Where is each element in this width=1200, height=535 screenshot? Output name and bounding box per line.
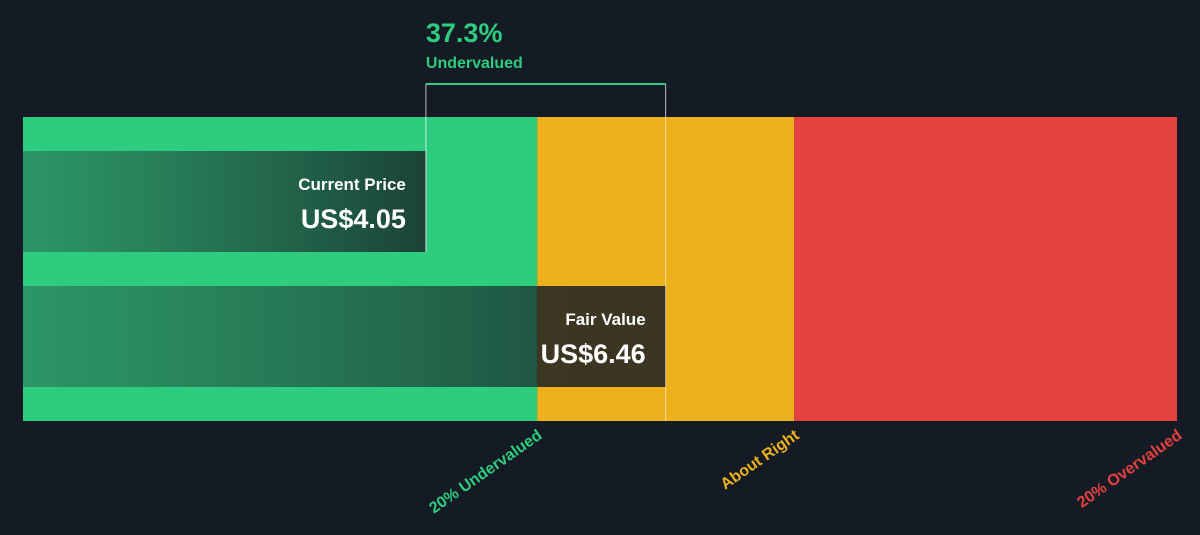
current-price-label: Current Price [298,175,406,194]
zone-label-undervalued: 20% Undervalued [426,427,545,517]
discount-percent: 37.3% [426,18,503,48]
discount-bracket-sides [425,84,667,151]
fair-value-label: Fair Value [565,310,645,329]
current-price-bar [23,151,426,252]
fair-value-overlap [537,286,666,387]
fair-value-value: US$6.46 [541,339,646,369]
current-price-value: US$4.05 [301,204,406,234]
zone-label-about-right: About Right [718,426,803,493]
discount-status: Undervalued [426,55,523,72]
zone-labels: 20% Undervalued About Right 20% Overvalued [426,426,1185,517]
zone-label-overvalued: 20% Overvalued [1074,427,1185,512]
zone-overvalued [794,117,1177,421]
